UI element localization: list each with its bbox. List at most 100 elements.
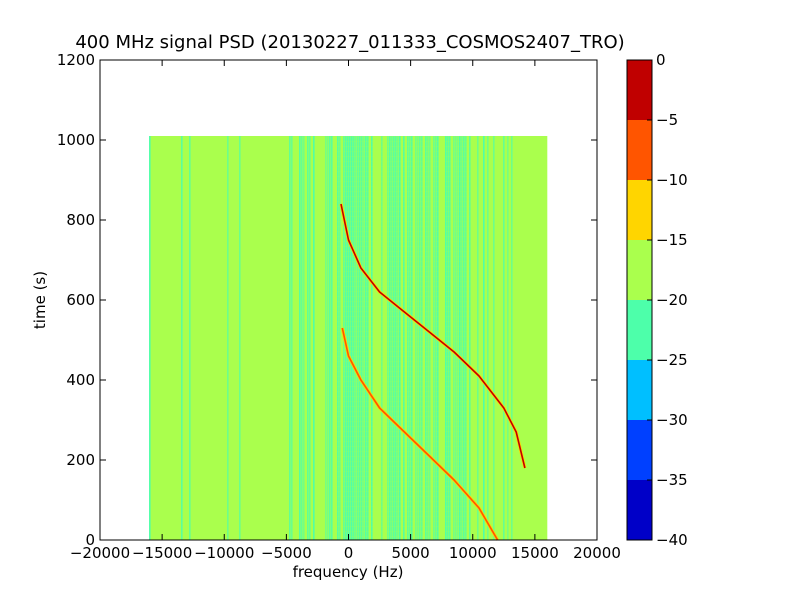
x-tick-label: 20000 bbox=[573, 544, 621, 562]
heatmap-column bbox=[365, 136, 367, 540]
heatmap-row bbox=[336, 206, 473, 207]
heatmap-row bbox=[336, 276, 473, 277]
colorbar-segment bbox=[627, 240, 652, 300]
heatmap-column bbox=[407, 136, 409, 540]
heatmap-row bbox=[336, 181, 473, 182]
colorbar-tick-label: −30 bbox=[656, 411, 688, 429]
heatmap-row bbox=[336, 191, 473, 192]
heatmap-column bbox=[331, 136, 333, 540]
heatmap-column bbox=[511, 136, 513, 540]
heatmap-column bbox=[453, 136, 455, 540]
heatmap-row bbox=[336, 511, 473, 512]
heatmap-column bbox=[461, 136, 463, 540]
heatmap-column bbox=[227, 136, 229, 540]
heatmap-column bbox=[445, 136, 447, 540]
heatmap-column bbox=[399, 136, 401, 540]
heatmap-row bbox=[336, 301, 473, 302]
heatmap-column bbox=[389, 136, 391, 540]
heatmap-column bbox=[189, 136, 191, 540]
heatmap-column bbox=[487, 136, 489, 540]
heatmap-column bbox=[359, 136, 361, 540]
heatmap-row bbox=[336, 161, 473, 162]
chart-title: 400 MHz signal PSD (20130227_011333_COSM… bbox=[75, 32, 624, 53]
heatmap-column bbox=[349, 136, 351, 540]
heatmap-row bbox=[336, 136, 473, 137]
heatmap-row bbox=[336, 306, 473, 307]
heatmap-column bbox=[477, 136, 479, 540]
heatmap-row bbox=[336, 231, 473, 232]
y-tick-label: 200 bbox=[66, 451, 95, 469]
heatmap-column bbox=[291, 136, 293, 540]
heatmap-row bbox=[336, 221, 473, 222]
heatmap-row bbox=[336, 371, 473, 372]
heatmap-row bbox=[336, 391, 473, 392]
heatmap-column bbox=[355, 136, 357, 540]
x-tick-label: 10000 bbox=[449, 544, 497, 562]
heatmap-row bbox=[336, 481, 473, 482]
heatmap-row bbox=[336, 326, 473, 327]
heatmap-row bbox=[336, 216, 473, 217]
heatmap-column bbox=[417, 136, 419, 540]
heatmap-row bbox=[336, 461, 473, 462]
heatmap-row bbox=[336, 261, 473, 262]
heatmap-column bbox=[303, 136, 305, 540]
y-tick-label: 1000 bbox=[57, 131, 95, 149]
heatmap-column bbox=[465, 136, 467, 540]
heatmap-column bbox=[337, 136, 339, 540]
heatmap-column bbox=[363, 136, 365, 540]
heatmap-row bbox=[336, 186, 473, 187]
y-tick-label: 0 bbox=[85, 531, 95, 549]
heatmap-column bbox=[301, 136, 303, 540]
colorbar-segment bbox=[627, 60, 652, 120]
heatmap-row bbox=[336, 251, 473, 252]
heatmap-column bbox=[361, 136, 363, 540]
heatmap-row bbox=[336, 536, 473, 537]
x-axis: −20000 −15000 −10000 −5000 0 5000 10000 15000 20… bbox=[70, 60, 621, 562]
heatmap-column bbox=[393, 136, 395, 540]
heatmap-column bbox=[395, 136, 397, 540]
colorbar-tick-label: 0 bbox=[656, 51, 666, 69]
heatmap-row bbox=[336, 146, 473, 147]
heatmap-row bbox=[336, 166, 473, 167]
heatmap-column bbox=[381, 136, 383, 540]
heatmap-column bbox=[371, 136, 373, 540]
heatmap-column bbox=[309, 136, 311, 540]
heatmap-row bbox=[336, 356, 473, 357]
heatmap-column bbox=[493, 136, 495, 540]
heatmap-row bbox=[336, 176, 473, 177]
heatmap-row bbox=[336, 256, 473, 257]
heatmap-row bbox=[336, 401, 473, 402]
colorbar-tick-label: −5 bbox=[656, 111, 678, 129]
heatmap-column bbox=[327, 136, 329, 540]
heatmap-column bbox=[459, 136, 461, 540]
y-axis-label: time (s) bbox=[31, 271, 49, 329]
heatmap-row bbox=[336, 336, 473, 337]
heatmap-row bbox=[336, 296, 473, 297]
heatmap-row bbox=[336, 381, 473, 382]
heatmap-column bbox=[351, 136, 353, 540]
x-tick-label: 5000 bbox=[392, 544, 430, 562]
colorbar-segment bbox=[627, 360, 652, 420]
heatmap-column bbox=[367, 136, 369, 540]
heatmap-row bbox=[336, 516, 473, 517]
heatmap-row bbox=[336, 531, 473, 532]
heatmap-row bbox=[336, 421, 473, 422]
heatmap-row bbox=[336, 376, 473, 377]
heatmap-row bbox=[336, 151, 473, 152]
heatmap-row bbox=[336, 291, 473, 292]
heatmap-row bbox=[336, 171, 473, 172]
y-axis: 0 200 400 600 800 1000 1200 bbox=[57, 51, 597, 549]
heatmap-row bbox=[336, 491, 473, 492]
x-tick-label: −20000 bbox=[70, 544, 130, 562]
heatmap-column bbox=[425, 136, 427, 540]
heatmap-row bbox=[336, 241, 473, 242]
heatmap-column bbox=[307, 136, 309, 540]
colorbar-tick-label: −15 bbox=[656, 231, 688, 249]
heatmap-row bbox=[336, 366, 473, 367]
heatmap-column bbox=[449, 136, 451, 540]
heatmap-row bbox=[336, 331, 473, 332]
colorbar-tick-label: −10 bbox=[656, 171, 688, 189]
y-tick-label: 800 bbox=[66, 211, 95, 229]
heatmap-row bbox=[336, 406, 473, 407]
heatmap-column bbox=[421, 136, 423, 540]
